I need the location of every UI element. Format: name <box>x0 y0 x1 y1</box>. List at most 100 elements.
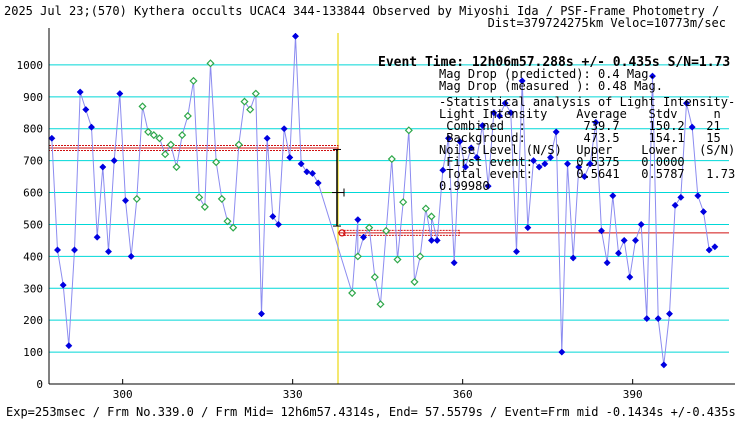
data-point-blue-21 <box>291 32 300 40</box>
y-tick-label-900: 900 <box>23 91 43 104</box>
y-tick-label-600: 600 <box>23 187 43 200</box>
data-point-green-7 <box>172 162 181 172</box>
data-point-blue-62 <box>620 236 628 244</box>
x-tick-label-330: 330 <box>283 388 303 401</box>
data-point-green-28 <box>387 154 396 164</box>
data-point-blue-70 <box>665 310 674 318</box>
data-point-blue-51 <box>558 348 566 356</box>
data-point-green-33 <box>416 252 425 261</box>
data-point-green-0 <box>132 194 141 203</box>
data-point-blue-43 <box>512 248 521 256</box>
x-tick-label-300: 300 <box>113 388 133 401</box>
data-point-green-34 <box>421 204 430 213</box>
data-point-blue-38 <box>484 182 492 190</box>
noise-total-event: Total event: 0.5641 0.5787 1.73 <box>439 167 735 181</box>
y-tick-label-300: 300 <box>23 282 43 295</box>
mag-drop-predicted: Mag Drop (predicted): 0.4 Mag. <box>439 67 656 81</box>
data-point-blue-9 <box>99 163 107 171</box>
data-point-blue-72 <box>677 193 685 201</box>
data-point-green-3 <box>149 131 158 140</box>
data-point-green-21 <box>251 89 260 98</box>
data-point-green-9 <box>183 111 192 121</box>
data-point-green-30 <box>399 198 408 207</box>
x-tick-label-390: 390 <box>623 388 643 401</box>
data-point-blue-27 <box>359 233 368 241</box>
data-point-blue-66 <box>643 315 651 323</box>
chart-footer: Exp=253msec / Frm No.339.0 / Frm Mid= 12… <box>6 405 740 419</box>
data-point-green-23 <box>353 252 362 261</box>
data-point-blue-12 <box>116 90 124 98</box>
data-point-green-12 <box>200 202 209 211</box>
data-point-blue-65 <box>637 220 645 229</box>
data-point-blue-14 <box>127 252 135 260</box>
data-point-blue-59 <box>603 259 611 267</box>
data-point-blue-47 <box>535 163 543 171</box>
data-point-blue-76 <box>699 208 708 216</box>
data-point-blue-13 <box>121 196 130 205</box>
data-point-green-35 <box>427 212 436 221</box>
data-point-blue-45 <box>524 224 532 232</box>
stat-header: Light Intensity Average Stdv n <box>439 107 721 121</box>
data-point-blue-63 <box>626 273 634 281</box>
data-point-green-15 <box>217 194 226 203</box>
data-point-blue-10 <box>104 248 113 256</box>
chart-title-line1: 2025 Jul 23;(570) Kythera occults UCAC4 … <box>4 4 719 18</box>
data-point-blue-55 <box>580 173 589 181</box>
data-point-blue-11 <box>110 157 118 165</box>
data-point-green-4 <box>155 134 164 143</box>
data-point-blue-56 <box>586 160 594 168</box>
data-point-green-25 <box>370 273 379 282</box>
data-point-green-11 <box>195 193 204 202</box>
data-point-blue-7 <box>87 123 96 131</box>
data-point-blue-49 <box>546 153 555 161</box>
data-point-blue-54 <box>575 163 583 171</box>
y-tick-label-0: 0 <box>36 378 43 391</box>
data-point-blue-2 <box>59 281 67 289</box>
data-point-blue-22 <box>297 160 305 168</box>
data-point-blue-58 <box>597 227 606 235</box>
data-point-blue-57 <box>592 118 600 126</box>
data-point-blue-41 <box>501 99 509 107</box>
data-point-blue-42 <box>507 109 515 117</box>
data-point-blue-53 <box>569 254 577 262</box>
data-point-green-6 <box>166 140 175 149</box>
data-point-blue-24 <box>308 169 317 177</box>
data-point-blue-18 <box>274 220 283 229</box>
data-point-green-2 <box>144 127 153 136</box>
data-point-green-10 <box>189 76 198 85</box>
data-point-blue-69 <box>660 361 668 369</box>
data-point-green-5 <box>161 150 170 159</box>
data-point-blue-31 <box>444 134 453 142</box>
x-tick-label-360: 360 <box>453 388 473 401</box>
data-point-blue-1 <box>53 246 62 254</box>
y-tick-label-200: 200 <box>23 314 43 327</box>
event-time-label: Event Time: 12h06m57.288s +/- 0.435s S/N… <box>378 55 730 70</box>
data-point-blue-61 <box>614 249 623 257</box>
data-point-blue-52 <box>563 160 572 168</box>
data-point-blue-74 <box>688 123 696 131</box>
data-point-blue-37 <box>478 121 487 130</box>
data-point-green-19 <box>240 97 249 106</box>
data-point-blue-35 <box>467 144 475 152</box>
data-point-blue-8 <box>93 233 101 241</box>
data-point-green-27 <box>382 226 391 235</box>
y-tick-label-700: 700 <box>23 155 43 168</box>
data-point-blue-3 <box>65 342 73 350</box>
data-point-blue-73 <box>682 99 691 107</box>
stat-combined: Combined : 739.7 150.2 21 <box>439 119 721 133</box>
data-point-blue-5 <box>76 88 84 96</box>
y-tick-label-100: 100 <box>23 346 43 359</box>
stat-background: Background: 473.5 154.1 15 <box>439 131 721 145</box>
data-point-blue-6 <box>82 106 90 114</box>
data-point-blue-48 <box>541 160 549 168</box>
data-point-green-22 <box>348 289 357 298</box>
data-point-green-24 <box>365 223 374 232</box>
data-point-blue-32 <box>450 259 458 267</box>
data-point-blue-39 <box>490 109 498 117</box>
mag-drop-measured: Mag Drop (measured ): 0.48 Mag. <box>439 79 663 93</box>
data-point-blue-34 <box>461 163 470 171</box>
stat-analysis-title: -Statistical analysis of Light Intensity… <box>439 95 735 109</box>
data-point-blue-50 <box>552 128 560 136</box>
data-point-blue-16 <box>263 134 271 142</box>
